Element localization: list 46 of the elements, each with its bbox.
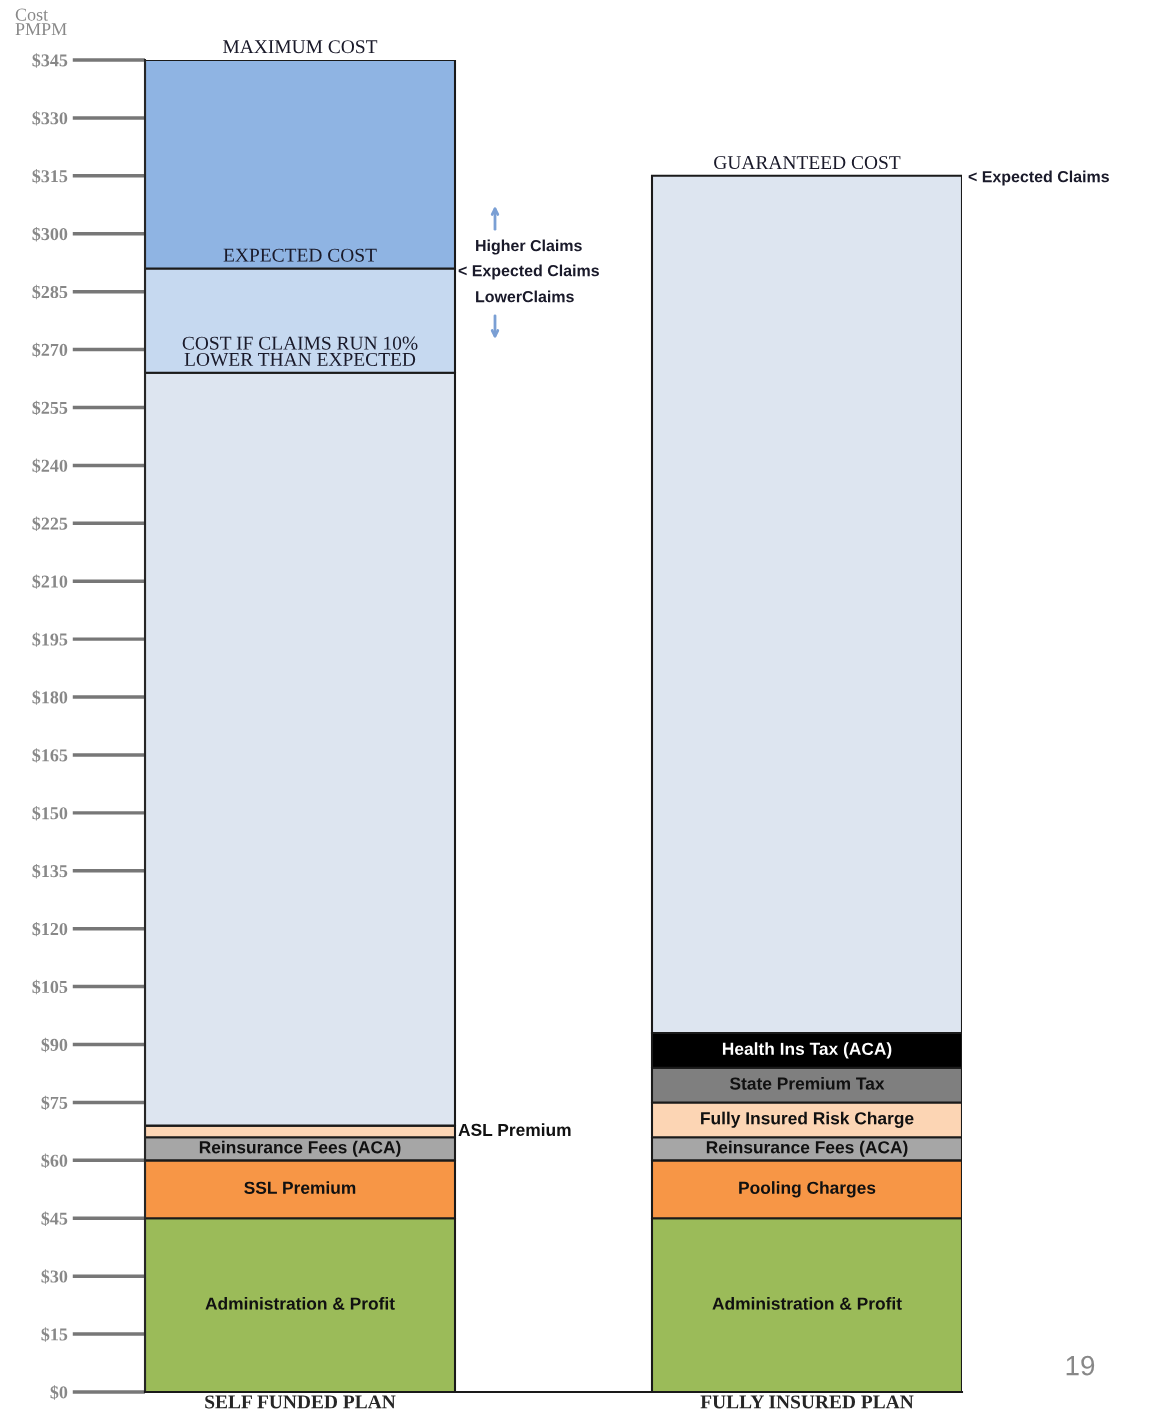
y-tick-label: $300 [32,226,68,242]
annotation: < Expected Claims [458,264,599,280]
annotation: LowerClaims [476,290,574,303]
y-tick-label: $0 [50,1385,68,1400]
series-label: Reinsurance Fees (ACA) [199,1140,401,1157]
text: Reinsurance Fees (ACA) [706,1140,908,1157]
annotation: EXPECTED COST [223,248,377,262]
text: < Expected Claims [968,170,1109,186]
series-label: Health Ins Tax (ACA) [722,1042,892,1059]
y-tick-label: $105 [32,979,68,995]
series-label: Administration & Profit [205,1297,395,1310]
y-tick-label: $330 [32,111,68,126]
y-tick-label: $90 [41,1037,68,1053]
y-tick-label: $75 [41,1095,68,1111]
y-tick-label: $345 [32,53,68,68]
x-tick-label: SELF FUNDED PLAN [205,1395,396,1409]
series-label: Pooling Charges [739,1181,876,1198]
annotation: GUARANTEED COST [714,156,901,170]
y-tick-label: $60 [41,1153,68,1168]
y-tick-label: $135 [32,863,68,879]
annotation: Higher Claims [476,239,582,255]
series-label: ASL Premium [458,1123,571,1137]
y-tick-label: $210 [32,574,68,589]
y-tick-label: $180 [32,690,68,705]
y-tick-label: $225 [32,516,68,531]
series-label: Fully Insured Risk Charge [701,1111,914,1128]
y-axis-title: Cost PMPM [15,8,67,36]
annotation: MAXIMUM COST [223,40,378,54]
y-tick-label: $255 [32,400,68,416]
series-label: State Premium Tax [729,1076,885,1090]
x-tick-label: FULLY INSURED PLAN [700,1395,914,1409]
y-tick-label: $150 [32,806,68,821]
y-tick-label: $285 [32,284,68,300]
y-tick-label: $30 [41,1269,68,1284]
text: Administration & Profit [712,1297,902,1310]
y-tick-label: $270 [32,342,68,358]
y-tick-label: $120 [32,921,68,937]
y-tick-label: $45 [41,1211,68,1226]
y-tick-label: $165 [32,748,68,763]
y-tick-label: $195 [32,632,68,647]
y-tick-label: $240 [32,458,68,474]
y-tick-label: $15 [41,1327,68,1342]
annotation: COST IF CLAIMS RUN 10% LOWER THAN EXPECTED [182,336,418,367]
series-label: SSL Premium [244,1181,356,1194]
text: 19 [1066,1355,1095,1376]
y-tick-label: $315 [32,169,68,184]
